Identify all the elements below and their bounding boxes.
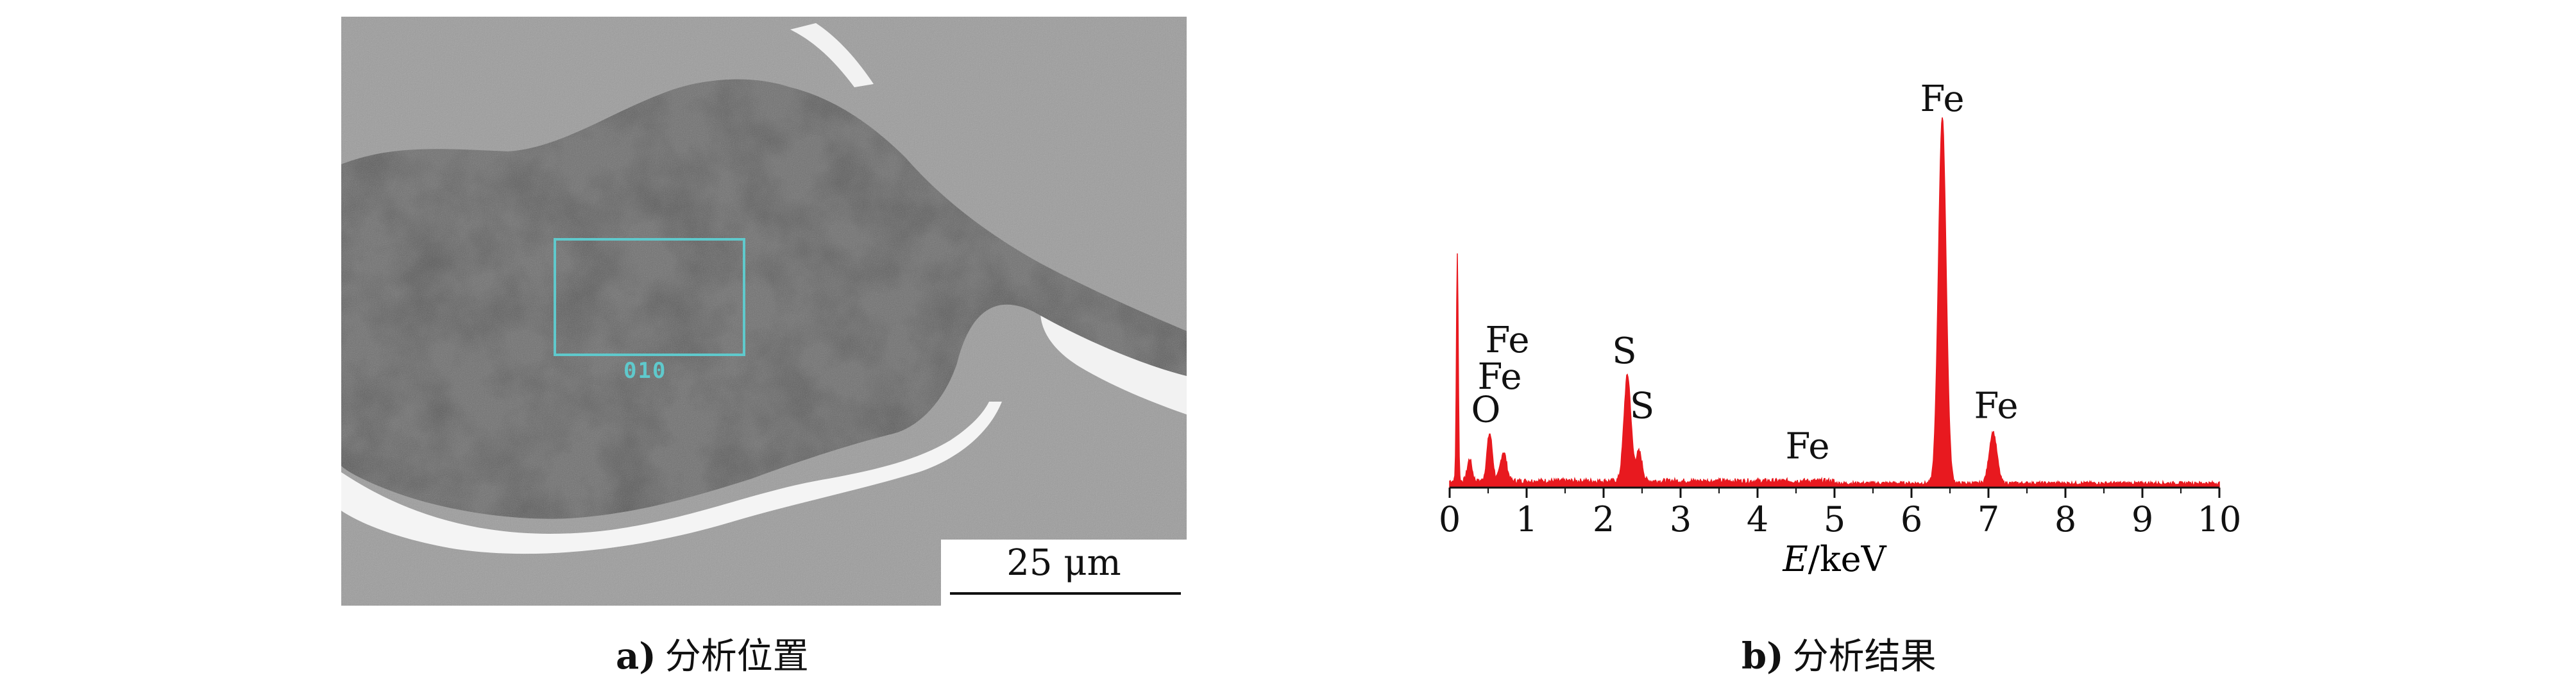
peak-label: Fe (1486, 320, 1530, 361)
x-tick-label: 6 (1901, 499, 1922, 540)
caption-b: b) 分析结果 (1741, 627, 1936, 679)
x-tick-label: 5 (1824, 499, 1845, 540)
sem-image (341, 17, 1187, 606)
scale-bar-label: 25 μm (1006, 542, 1121, 584)
peak-label: Fe (1478, 356, 1522, 398)
sem-micrograph: 010 25 μm (341, 17, 1187, 606)
caption-b-text: 分析结果 (1792, 636, 1936, 678)
caption-a: a) 分析位置 (616, 627, 809, 679)
roi-label: 010 (623, 358, 667, 384)
x-tick-label: 8 (2055, 499, 2076, 540)
peak-label: Fe (1786, 425, 1830, 467)
x-axis-label-symbol: E (1782, 539, 1808, 579)
x-tick-label: 4 (1747, 499, 1768, 540)
x-tick-label: 1 (1516, 499, 1538, 540)
x-tick-label: 10 (2198, 499, 2242, 540)
x-tick-label: 2 (1593, 499, 1614, 540)
spectrum-plot-area (1449, 117, 2220, 488)
peak-label: Fe (1974, 386, 2019, 427)
x-tick-label: 0 (1439, 499, 1461, 540)
peak-label: S (1612, 330, 1636, 372)
analysis-roi-box (554, 238, 745, 356)
x-axis-label: E/keV (1782, 539, 1886, 579)
x-axis: 0 1 2 3 4 5 6 7 8 9 10 (1439, 486, 2242, 540)
x-tick-label: 7 (1978, 499, 1999, 540)
particle-bright-crack (790, 23, 874, 87)
peak-label: Fe (1920, 78, 1965, 120)
particle-bright-edge (341, 402, 1002, 554)
x-tick-label: 3 (1670, 499, 1691, 540)
caption-a-letter: a) (616, 635, 656, 678)
peak-label: S (1630, 386, 1654, 427)
spectrum-series (1449, 117, 2220, 488)
caption-a-text: 分析位置 (665, 636, 809, 678)
scale-bar: 25 μm (941, 540, 1187, 606)
scale-bar-line (950, 592, 1181, 595)
peak-label: O (1471, 389, 1500, 431)
caption-b-letter: b) (1741, 635, 1784, 678)
x-tick-label: 9 (2131, 499, 2153, 540)
x-axis-label-unit: /keV (1808, 539, 1887, 579)
